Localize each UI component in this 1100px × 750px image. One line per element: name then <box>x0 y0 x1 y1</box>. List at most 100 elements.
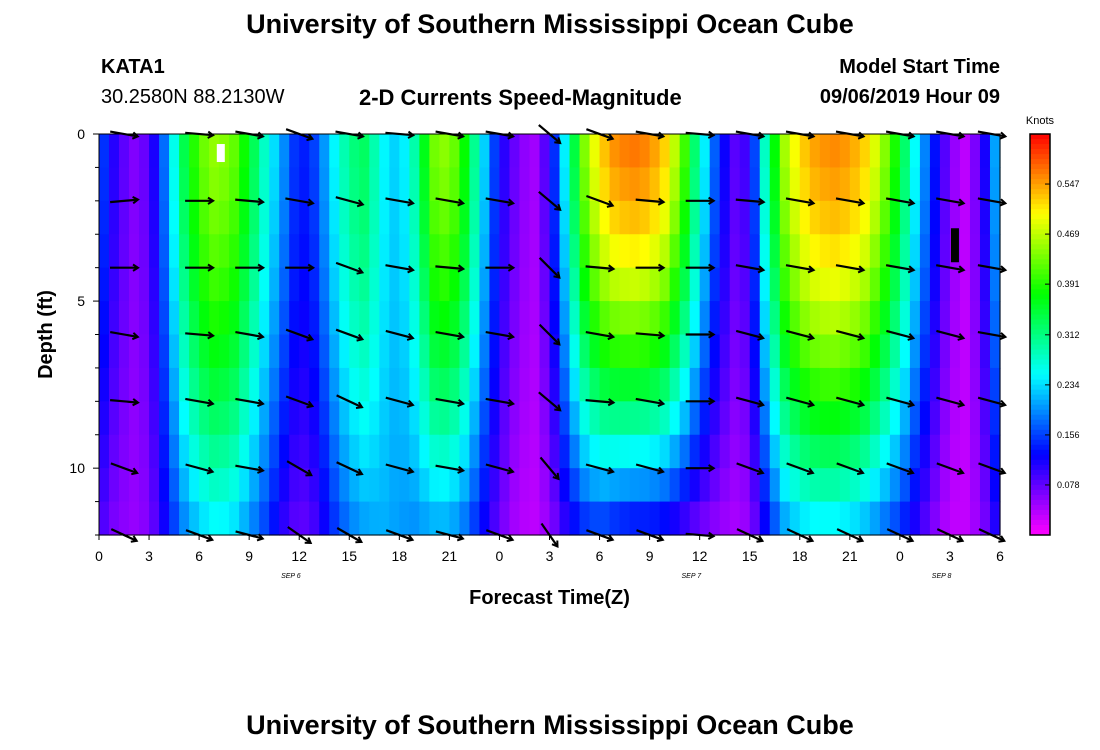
heatmap-cell <box>699 134 711 169</box>
heatmap-cell <box>969 167 981 202</box>
heatmap-cell <box>889 334 901 369</box>
heatmap-cell <box>629 234 641 269</box>
heatmap-cell <box>519 367 531 402</box>
colorbar-segment <box>1030 529 1050 536</box>
arrow-shaft <box>635 332 664 337</box>
heatmap-cell <box>299 301 310 336</box>
heatmap-cell <box>569 134 581 169</box>
heatmap-cell <box>139 267 150 302</box>
heatmap-cell <box>329 200 340 235</box>
arrow-head <box>656 534 665 543</box>
heatmap-cell <box>809 334 821 369</box>
current-vector-arrow <box>285 128 315 142</box>
colorbar-segment <box>1030 404 1050 411</box>
heatmap-cell <box>299 234 310 269</box>
colorbar-segment <box>1030 144 1050 150</box>
arrow-shaft <box>385 396 414 407</box>
arrow-head <box>355 536 364 544</box>
heatmap-cell <box>309 267 320 302</box>
heatmap-cell <box>489 301 501 336</box>
heatmap-cell <box>899 334 911 369</box>
heatmap-cell <box>359 334 370 369</box>
heatmap-cell <box>99 468 110 503</box>
heatmap-cell <box>929 401 941 436</box>
heatmap-cell <box>489 468 501 503</box>
heatmap-cell <box>839 501 851 536</box>
heatmap-cell <box>229 501 240 536</box>
heatmap-cell <box>919 468 931 503</box>
current-vector-arrow <box>485 197 516 207</box>
heatmap-cell <box>99 434 110 469</box>
heatmap-cell <box>559 167 571 202</box>
heatmap-cell <box>319 367 330 402</box>
heatmap-cell <box>349 401 360 436</box>
arrow-shaft <box>285 197 314 205</box>
heatmap-cell <box>339 468 350 503</box>
heatmap-cell <box>159 401 170 436</box>
heatmap-cell <box>559 434 571 469</box>
heatmap-cell <box>419 200 430 235</box>
arrow-head <box>407 130 416 139</box>
heatmap-cell <box>189 334 200 369</box>
arrow-head <box>305 469 313 477</box>
arrow-shaft <box>977 130 1006 138</box>
heatmap-cell <box>829 134 841 169</box>
heatmap-cell <box>819 200 831 235</box>
heatmap-cell <box>229 301 240 336</box>
heatmap-cell <box>259 501 270 536</box>
heatmap-cell <box>539 234 551 269</box>
heatmap-cell <box>739 200 751 235</box>
heatmap-cell <box>529 367 541 402</box>
heatmap-cell <box>869 401 881 436</box>
heatmap-cell <box>709 134 721 169</box>
arrow-head <box>606 133 615 142</box>
heatmap-cell <box>209 367 220 402</box>
heatmap-cell <box>139 167 150 202</box>
heatmap-cell <box>599 301 611 336</box>
heatmap-cell <box>799 468 811 503</box>
colorbar-segment <box>1030 344 1050 351</box>
heatmap-cell <box>869 267 881 302</box>
heatmap-cell <box>619 167 631 202</box>
arrow-shaft <box>936 197 964 205</box>
heatmap-cell <box>629 167 641 202</box>
heatmap-cell <box>919 367 931 402</box>
heatmap-cell <box>789 501 801 536</box>
arrow-head <box>708 263 716 272</box>
current-vector-arrow <box>538 323 561 346</box>
heatmap-cell <box>959 301 971 336</box>
heatmap-cell <box>449 468 460 503</box>
heatmap-cell <box>759 334 771 369</box>
heatmap-cell <box>269 301 280 336</box>
arrow-head <box>907 198 916 207</box>
heatmap-cell <box>889 134 901 169</box>
current-vector-arrow <box>885 130 916 140</box>
heatmap-cell <box>719 501 731 536</box>
heatmap-cell <box>329 401 340 436</box>
heatmap-cell <box>209 267 220 302</box>
heatmap-cell <box>479 468 491 503</box>
heatmap-cell <box>589 301 601 336</box>
heatmap-cell <box>709 401 721 436</box>
arrow-shaft <box>538 124 561 144</box>
arrow-head <box>956 535 965 543</box>
heatmap-cell <box>849 167 861 202</box>
heatmap-cell <box>129 434 140 469</box>
current-vector-arrow <box>635 463 665 475</box>
colorbar-segment <box>1030 489 1050 496</box>
heatmap-cell <box>219 234 230 269</box>
heatmap-cell <box>199 200 210 235</box>
heatmap-cell <box>869 468 881 503</box>
heatmap-cell <box>179 167 190 202</box>
heatmap-cell <box>599 134 611 169</box>
heatmap-cell <box>789 434 801 469</box>
heatmap-cell <box>319 234 330 269</box>
heatmap-cell <box>359 367 370 402</box>
heatmap-cell <box>989 367 1001 402</box>
heatmap-cell <box>129 334 140 369</box>
heatmap-cell <box>829 401 841 436</box>
current-vector-arrow <box>785 264 816 274</box>
heatmap-cell <box>769 267 781 302</box>
arrow-shaft <box>485 397 514 405</box>
heatmap-cell <box>769 501 781 536</box>
